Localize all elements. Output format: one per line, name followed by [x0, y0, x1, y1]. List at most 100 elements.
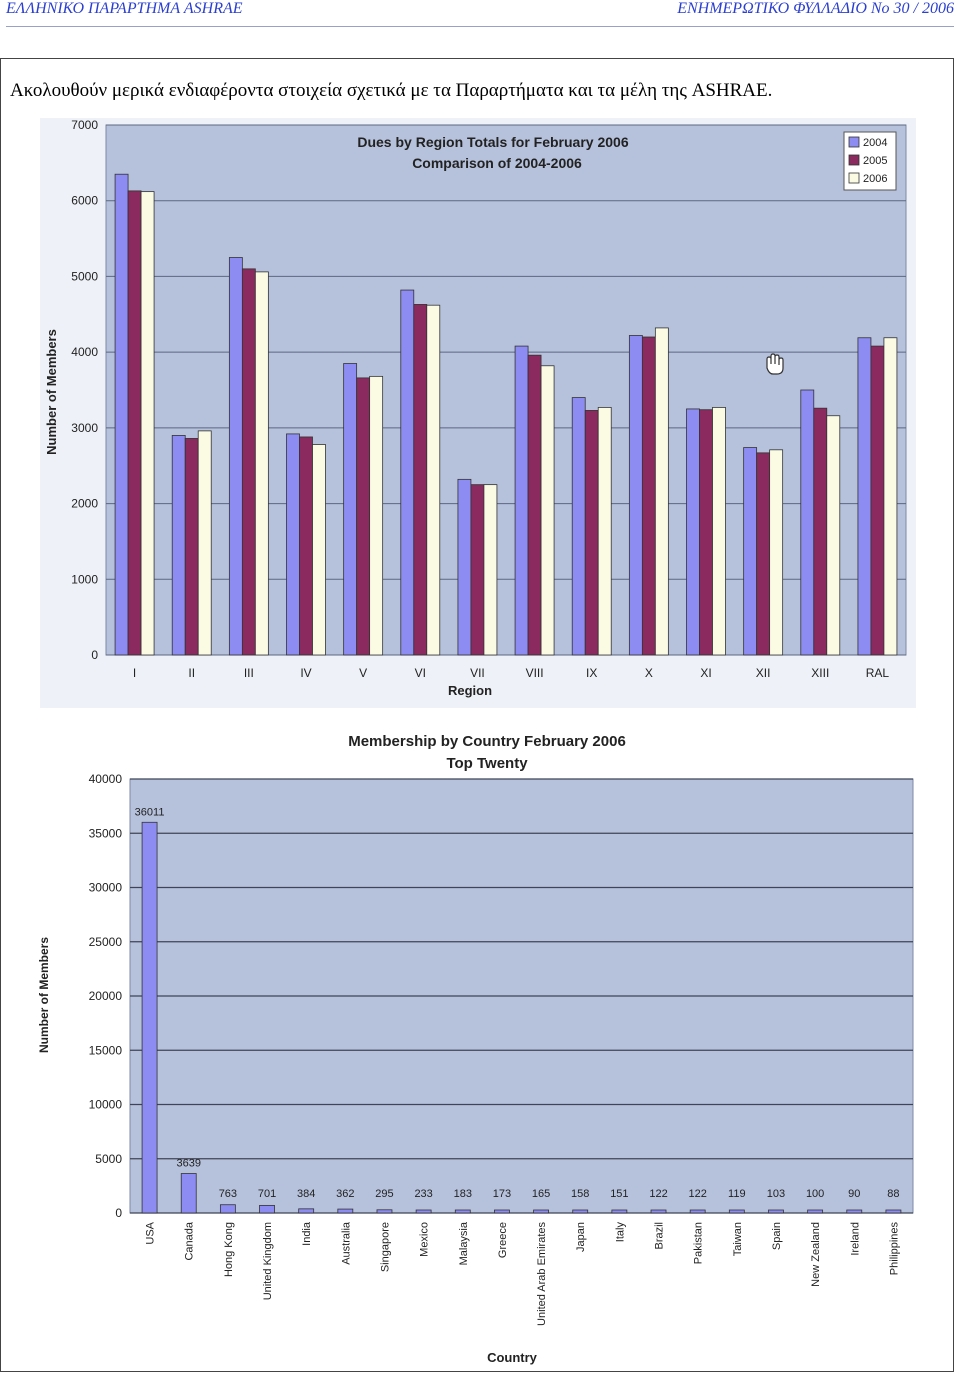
chart2-x-tick-label: Hong Kong — [223, 1222, 235, 1277]
chart2-bar — [533, 1209, 549, 1214]
chart1-x-tick-label: I — [133, 666, 136, 680]
chart2-data-label: 183 — [454, 1188, 472, 1200]
chart2-y-tick-label: 20000 — [89, 989, 123, 1003]
chart2-data-label: 90 — [848, 1188, 860, 1200]
chart1-y-axis-label: Number of Members — [44, 329, 59, 455]
chart1-y-tick-label: 6000 — [71, 194, 98, 208]
chart1-x-tick-label: XIII — [811, 666, 829, 680]
header-left-title: ΕΛΛΗΝΙΚΟ ΠΑΡΑΡΤΗΜΑ ASHRAE — [6, 0, 243, 17]
chart2-x-tick-label: Spain — [771, 1222, 783, 1250]
chart1-y-tick-label: 1000 — [71, 572, 98, 586]
chart2-x-tick-label: Greece — [497, 1222, 509, 1258]
chart1-bar-2006 — [769, 449, 784, 656]
chart1-x-tick-label: VIII — [526, 666, 544, 680]
page-frame — [0, 58, 954, 1372]
chart1-x-tick-label: XI — [700, 666, 711, 680]
chart2-y-tick-label: 10000 — [89, 1098, 123, 1112]
chart2-data-label: 158 — [571, 1188, 589, 1200]
chart2-bar — [219, 1204, 236, 1214]
chart2-bar — [846, 1209, 863, 1214]
chart2-x-tick-label: Malaysia — [458, 1221, 470, 1265]
chart2-data-label: 100 — [806, 1188, 824, 1200]
chart1-x-tick-label: VI — [415, 666, 426, 680]
chart2-x-tick-label: Canada — [184, 1221, 196, 1260]
chart2-x-tick-label: Taiwan — [732, 1222, 744, 1256]
chart1-legend-label: 2006 — [863, 173, 887, 185]
chart2-data-label: 122 — [649, 1188, 667, 1200]
chart2-y-tick-label: 15000 — [89, 1043, 123, 1057]
chart2-bar — [337, 1208, 354, 1214]
chart2-data-label: 701 — [258, 1188, 276, 1200]
chart2-x-tick-label: India — [301, 1221, 313, 1246]
chart2-data-label: 103 — [767, 1188, 785, 1200]
chart1-x-tick-label: IX — [586, 666, 597, 680]
chart2-y-tick-label: 25000 — [89, 935, 123, 949]
chart2-bar — [807, 1209, 824, 1214]
chart2-bar — [572, 1209, 589, 1214]
chart1-y-tick-label: 2000 — [71, 497, 98, 511]
chart2-x-tick-label: Australia — [340, 1221, 352, 1265]
chart2-data-label: 295 — [375, 1188, 393, 1200]
chart2-bar — [180, 1173, 197, 1214]
chart1-bar-2006 — [540, 365, 555, 656]
chart2-data-label: 173 — [493, 1188, 511, 1200]
hand-cursor-icon — [766, 353, 784, 375]
chart1-subtitle: Comparison of 2004-2006 — [412, 155, 582, 171]
chart1-bar-2006 — [369, 375, 384, 656]
chart2-data-label: 122 — [688, 1188, 706, 1200]
chart2-title: Membership by Country February 2006 — [348, 733, 626, 750]
chart2-data-label: 88 — [887, 1188, 899, 1200]
chart2-bar — [611, 1209, 628, 1214]
chart1-legend: 2004 2005 2006 — [843, 131, 897, 191]
chart2-data-label: 36011 — [135, 806, 165, 818]
chart1-x-tick-label: VII — [470, 666, 485, 680]
chart1-bar-2006 — [140, 191, 155, 656]
chart2-data-label: 165 — [532, 1188, 550, 1200]
chart2-x-axis-label: Country — [487, 1350, 538, 1365]
chart2-x-tick-label: Ireland — [849, 1222, 861, 1256]
chart2-data-label: 763 — [219, 1188, 237, 1200]
chart1-bar-2006 — [597, 407, 612, 656]
chart2-bar — [376, 1209, 393, 1214]
chart2-x-tick-label: Pakistan — [693, 1222, 705, 1264]
chart1-bar-2006 — [197, 430, 212, 656]
chart1-legend-label: 2004 — [863, 137, 887, 149]
chart2-bar — [454, 1209, 471, 1214]
chart2-bar — [259, 1204, 275, 1214]
chart1-legend-swatch — [848, 136, 860, 148]
chart2-x-tick-label: New Zealand — [810, 1222, 822, 1287]
chart1-legend-swatch — [848, 154, 860, 166]
chart1-bar-2006 — [483, 484, 498, 656]
chart1-x-tick-label: V — [359, 666, 367, 680]
chart2-x-tick-label: Japan — [575, 1222, 587, 1252]
chart1-legend-label: 2005 — [863, 155, 887, 167]
chart1-y-tick-label: 5000 — [71, 269, 98, 283]
chart2-y-tick-label: 5000 — [95, 1152, 122, 1166]
hand-cursor-shape — [766, 353, 784, 375]
chart1-bar-2006 — [883, 337, 898, 656]
chart1-x-tick-label: III — [244, 666, 254, 680]
chart2-bar — [650, 1209, 667, 1214]
chart2-bar — [885, 1209, 902, 1214]
chart2-x-tick-label: Italy — [614, 1222, 626, 1243]
chart1-x-tick-label: II — [188, 666, 195, 680]
chart2-data-label: 233 — [414, 1188, 432, 1200]
chart2-y-axis-label: Number of Members — [37, 937, 51, 1053]
chart2-x-tick-label: Brazil — [654, 1222, 666, 1250]
chart1-x-tick-label: RAL — [866, 666, 890, 680]
chart1-y-tick-label: 3000 — [71, 421, 98, 435]
chart2-x-tick-label: Philippines — [888, 1222, 900, 1276]
chart1-y-tick-label: 0 — [91, 648, 98, 662]
chart1-x-tick-label: IV — [300, 666, 311, 680]
chart2-y-tick-label: 40000 — [89, 772, 123, 786]
chart2-y-tick-label: 30000 — [89, 881, 123, 895]
chart2-bar — [415, 1209, 432, 1214]
chart2-bar — [768, 1209, 784, 1214]
header-right-title: ΕΝΗΜΕΡΩΤΙΚΟ ΦΥΛΛΑΔΙΟ No 30 / 2006 — [677, 0, 954, 17]
chart1-x-tick-label: XII — [756, 666, 771, 680]
chart1-legend-swatch — [848, 172, 860, 184]
chart2-data-label: 384 — [297, 1188, 315, 1200]
chart1-y-tick-label: 4000 — [71, 345, 98, 359]
